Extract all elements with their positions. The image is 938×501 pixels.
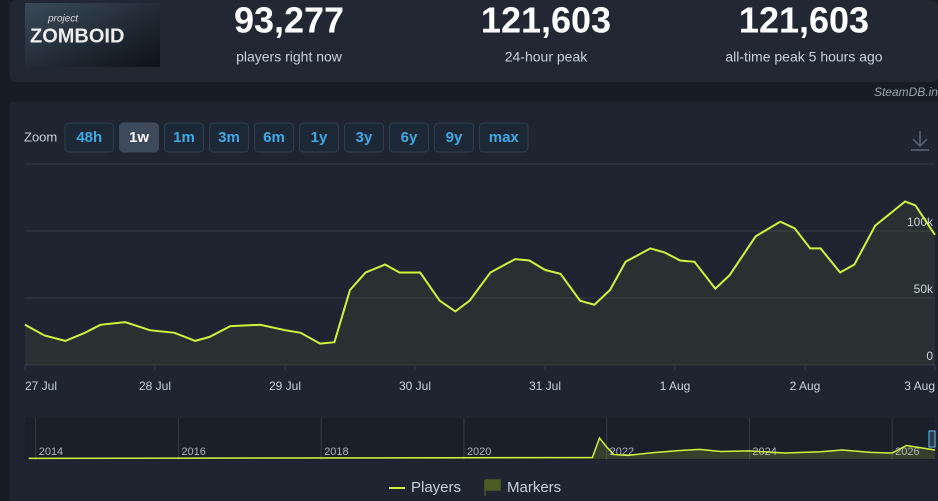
x-tick-label: 2 Aug bbox=[790, 379, 821, 393]
zoom-button[interactable] bbox=[479, 122, 529, 153]
navigator-area bbox=[28, 438, 936, 459]
zoom-button-label[interactable]: 1m bbox=[173, 129, 195, 146]
legend: Players Markers bbox=[389, 479, 561, 496]
zoom-button-label[interactable]: 6m bbox=[263, 129, 285, 146]
zoom-button[interactable] bbox=[119, 122, 159, 153]
stats: 93,277 players right now 121,603 24-hour pe… bbox=[234, 0, 883, 65]
navigator-tick-label: 2018 bbox=[324, 446, 348, 458]
plot: 0 50k 100k 27 Jul 28 Jul 29 Jul 30 Jul 31 Jul 1 … bbox=[24, 200, 936, 393]
zoom-button[interactable] bbox=[389, 122, 429, 153]
legend-label[interactable]: Markers bbox=[507, 479, 561, 496]
x-tick-label: 30 Jul bbox=[399, 379, 431, 393]
x-tick-label: 29 Jul bbox=[269, 379, 301, 393]
zoom-label: Zoom bbox=[24, 129, 57, 144]
credit: SteamDB.info bbox=[874, 85, 938, 99]
zoom-button-label[interactable]: 3y bbox=[356, 129, 373, 146]
zoom-button-label[interactable]: 6y bbox=[401, 129, 418, 146]
zoom-buttons: 48h 1w 1m 3m 6m 1y 3y 6y 9y max bbox=[64, 122, 529, 153]
logo-text: ZOMBOID bbox=[30, 25, 124, 47]
x-tick-label: 3 Aug bbox=[904, 379, 935, 393]
navigator-tick-label: 2020 bbox=[467, 446, 491, 458]
stat-value: 93,277 bbox=[234, 0, 344, 41]
x-tick-label: 31 Jul bbox=[529, 379, 561, 393]
stat-label: all-time peak 5 hours ago bbox=[725, 49, 882, 65]
zoom-button[interactable] bbox=[164, 122, 204, 153]
zoom-button[interactable] bbox=[434, 122, 474, 153]
line bbox=[24, 200, 936, 345]
navigator-tick-label: 2016 bbox=[181, 446, 205, 458]
legend-swatch bbox=[484, 479, 501, 496]
zoom-button-label[interactable]: 9y bbox=[446, 129, 463, 146]
x-tick-label: 1 Aug bbox=[660, 379, 691, 393]
y-tick-label: 0 bbox=[926, 349, 933, 363]
stat-label: 24-hour peak bbox=[505, 49, 589, 65]
stat-value: 121,603 bbox=[481, 0, 611, 41]
stat-label: players right now bbox=[236, 49, 343, 65]
y-tick-label: 100k bbox=[907, 215, 934, 229]
stat-value: 121,603 bbox=[739, 0, 869, 41]
navigator-line bbox=[28, 436, 936, 460]
zoom-button[interactable] bbox=[64, 122, 114, 153]
navigator-handle[interactable] bbox=[928, 430, 936, 448]
x-tick-label: 27 Jul bbox=[25, 379, 57, 393]
zoom-button[interactable] bbox=[209, 122, 249, 153]
zoom-button[interactable] bbox=[299, 122, 339, 153]
zoom-button-label[interactable]: 3m bbox=[218, 129, 240, 146]
download-icon[interactable] bbox=[911, 131, 929, 151]
navigator-tick-label: 2014 bbox=[39, 446, 63, 458]
stats-panel bbox=[10, 0, 938, 82]
zoom-button[interactable] bbox=[344, 122, 384, 153]
zoom-button-label[interactable]: max bbox=[489, 129, 520, 146]
area bbox=[25, 201, 935, 365]
x-tick-label: 28 Jul bbox=[139, 379, 171, 393]
navigator-content: 2014 2016 2018 2020 2022 2024 2026 bbox=[28, 418, 936, 460]
logo-small: project bbox=[47, 14, 79, 25]
zoom-button-label[interactable]: 48h bbox=[76, 129, 102, 146]
y-tick-label: 50k bbox=[914, 282, 934, 296]
legend-label[interactable]: Players bbox=[411, 479, 461, 496]
zoom-button-label[interactable]: 1w bbox=[129, 129, 149, 146]
zoom-button[interactable] bbox=[254, 122, 294, 153]
game-logo bbox=[25, 3, 160, 67]
zoom-button-label[interactable]: 1y bbox=[311, 129, 328, 146]
